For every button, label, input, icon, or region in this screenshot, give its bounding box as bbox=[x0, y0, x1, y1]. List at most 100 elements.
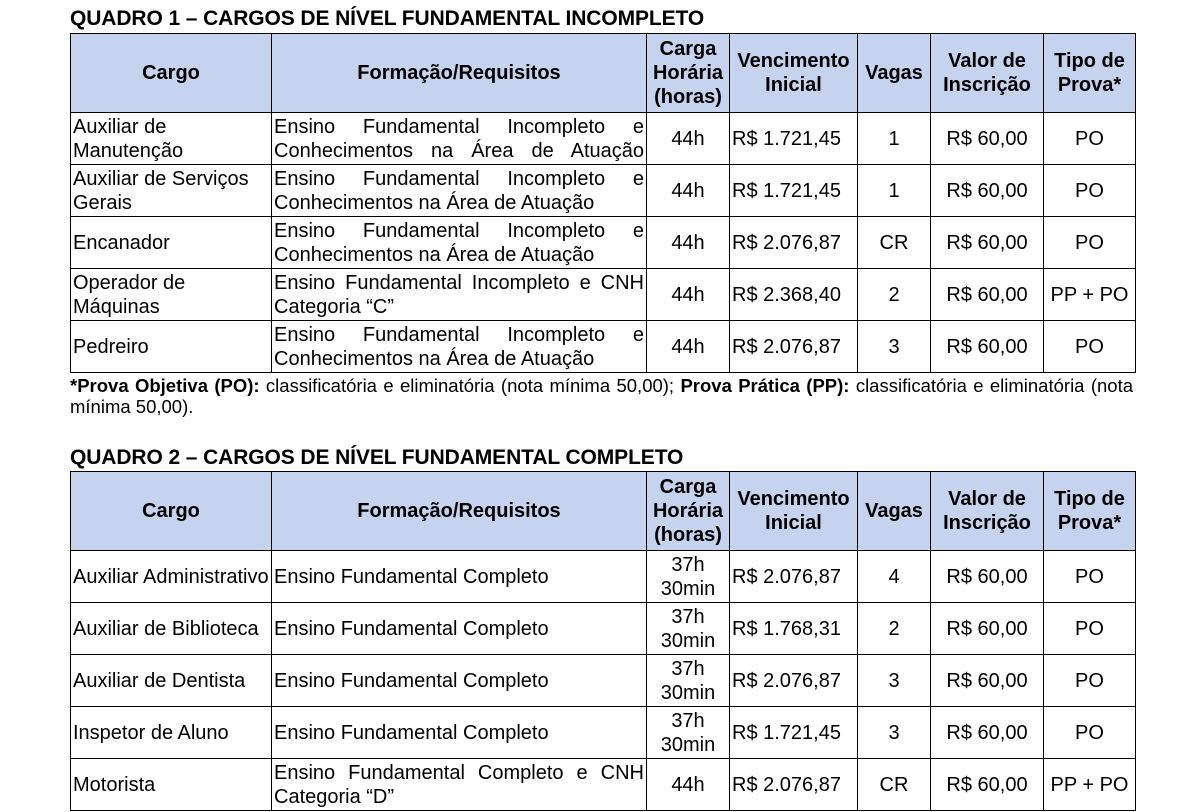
table-row: Auxiliar de Biblioteca Ensino Fundamenta… bbox=[70, 602, 1136, 655]
cell-formacao: Ensino Fundamental Completo bbox=[271, 706, 647, 759]
header-formacao: Formação/Requisitos bbox=[271, 33, 647, 113]
cell-inscricao: R$ 60,00 bbox=[930, 654, 1044, 707]
cell-vencimento: R$ 2.076,87 bbox=[729, 320, 858, 373]
cell-cargo: Pedreiro bbox=[70, 320, 272, 373]
header-inscricao: Valor de Inscrição bbox=[930, 33, 1044, 113]
table-row: Encanador Ensino Fundamental Incompleto … bbox=[70, 216, 1136, 269]
cell-cargo: Auxiliar de Serviços Gerais bbox=[70, 164, 272, 217]
cell-tipo: PP + PO bbox=[1043, 758, 1136, 811]
cell-formacao: Ensino Fundamental Completo bbox=[271, 550, 647, 603]
cell-inscricao: R$ 60,00 bbox=[930, 216, 1044, 269]
cell-carga: 44h bbox=[646, 268, 730, 321]
cell-formacao: Ensino Fundamental Completo bbox=[271, 602, 647, 655]
header-vencimento: Vencimento Inicial bbox=[729, 471, 858, 551]
cell-vagas: CR bbox=[857, 758, 931, 811]
cell-tipo: PO bbox=[1043, 602, 1136, 655]
quadro1-table: Cargo Formação/Requisitos Carga Horária … bbox=[70, 33, 1136, 373]
table-row: Pedreiro Ensino Fundamental Incompleto e… bbox=[70, 320, 1136, 373]
cell-vencimento: R$ 2.076,87 bbox=[729, 216, 858, 269]
table-row: Operador de Máquinas Ensino Fundamental … bbox=[70, 268, 1136, 321]
cell-vencimento: R$ 1.768,31 bbox=[729, 602, 858, 655]
cell-tipo: PO bbox=[1043, 706, 1136, 759]
footnote-po-label: *Prova Objetiva (PO): bbox=[70, 375, 260, 396]
table-row: Auxiliar de Dentista Ensino Fundamental … bbox=[70, 654, 1136, 707]
cell-carga: 44h bbox=[646, 216, 730, 269]
cell-vagas: CR bbox=[857, 216, 931, 269]
header-vagas: Vagas bbox=[857, 471, 931, 551]
cell-inscricao: R$ 60,00 bbox=[930, 320, 1044, 373]
table-header-row: Cargo Formação/Requisitos Carga Horária … bbox=[70, 33, 1136, 113]
header-cargo: Cargo bbox=[70, 33, 272, 113]
cell-vencimento: R$ 1.721,45 bbox=[729, 112, 858, 165]
cell-vencimento: R$ 2.076,87 bbox=[729, 654, 858, 707]
cell-tipo: PO bbox=[1043, 320, 1136, 373]
cell-formacao: Ensino Fundamental Completo e CNH Catego… bbox=[271, 758, 647, 811]
header-tipo: Tipo de Prova* bbox=[1043, 33, 1136, 113]
cell-vagas: 3 bbox=[857, 654, 931, 707]
cell-carga: 44h bbox=[646, 112, 730, 165]
cell-formacao: Ensino Fundamental Incompleto e CNH Cate… bbox=[271, 268, 647, 321]
table-row: Auxiliar de Manutenção Ensino Fundamenta… bbox=[70, 112, 1136, 165]
cell-cargo: Encanador bbox=[70, 216, 272, 269]
cell-cargo: Auxiliar de Manutenção bbox=[70, 112, 272, 165]
cell-vagas: 2 bbox=[857, 602, 931, 655]
cell-vagas: 3 bbox=[857, 706, 931, 759]
table-row: Motorista Ensino Fundamental Completo e … bbox=[70, 758, 1136, 811]
cell-inscricao: R$ 60,00 bbox=[930, 550, 1044, 603]
cell-vagas: 1 bbox=[857, 112, 931, 165]
table-row: Auxiliar de Serviços Gerais Ensino Funda… bbox=[70, 164, 1136, 217]
header-inscricao: Valor de Inscrição bbox=[930, 471, 1044, 551]
quadro2-table: Cargo Formação/Requisitos Carga Horária … bbox=[70, 471, 1136, 811]
cell-carga: 37h 30min bbox=[646, 602, 730, 655]
header-carga: Carga Horária (horas) bbox=[646, 33, 730, 113]
quadro2-title: QUADRO 2 – CARGOS DE NÍVEL FUNDAMENTAL C… bbox=[70, 446, 684, 469]
cell-vagas: 1 bbox=[857, 164, 931, 217]
cell-cargo: Auxiliar de Biblioteca bbox=[70, 602, 272, 655]
table-row: Inspetor de Aluno Ensino Fundamental Com… bbox=[70, 706, 1136, 759]
header-tipo: Tipo de Prova* bbox=[1043, 471, 1136, 551]
cell-inscricao: R$ 60,00 bbox=[930, 706, 1044, 759]
cell-vencimento: R$ 2.368,40 bbox=[729, 268, 858, 321]
cell-cargo: Inspetor de Aluno bbox=[70, 706, 272, 759]
cell-cargo: Motorista bbox=[70, 758, 272, 811]
cell-vencimento: R$ 2.076,87 bbox=[729, 758, 858, 811]
footnote-pp-text: classificatória e eliminatória (nota mín… bbox=[70, 375, 1133, 417]
cell-tipo: PO bbox=[1043, 654, 1136, 707]
cell-formacao: Ensino Fundamental Incompleto e Conhecim… bbox=[271, 320, 647, 373]
cell-carga: 44h bbox=[646, 164, 730, 217]
header-vencimento: Vencimento Inicial bbox=[729, 33, 858, 113]
cell-tipo: PO bbox=[1043, 112, 1136, 165]
cell-inscricao: R$ 60,00 bbox=[930, 758, 1044, 811]
cell-inscricao: R$ 60,00 bbox=[930, 112, 1044, 165]
cell-carga: 37h 30min bbox=[646, 706, 730, 759]
cell-carga: 44h bbox=[646, 320, 730, 373]
footnote-po-text: classificatória e eliminatória (nota mín… bbox=[259, 375, 681, 396]
cell-formacao: Ensino Fundamental Completo bbox=[271, 654, 647, 707]
cell-inscricao: R$ 60,00 bbox=[930, 268, 1044, 321]
cell-cargo: Operador de Máquinas bbox=[70, 268, 272, 321]
cell-tipo: PP + PO bbox=[1043, 268, 1136, 321]
cell-tipo: PO bbox=[1043, 164, 1136, 217]
quadro1-title: QUADRO 1 – CARGOS DE NÍVEL FUNDAMENTAL I… bbox=[70, 7, 705, 30]
cell-formacao: Ensino Fundamental Incompleto e Conhecim… bbox=[271, 216, 647, 269]
table-header-row: Cargo Formação/Requisitos Carga Horária … bbox=[70, 471, 1136, 551]
header-vagas: Vagas bbox=[857, 33, 931, 113]
cell-tipo: PO bbox=[1043, 216, 1136, 269]
cell-cargo: Auxiliar de Dentista bbox=[70, 654, 272, 707]
cell-vagas: 3 bbox=[857, 320, 931, 373]
cell-carga: 37h 30min bbox=[646, 654, 730, 707]
header-formacao: Formação/Requisitos bbox=[271, 471, 647, 551]
cell-formacao: Ensino Fundamental Incompleto e Conhecim… bbox=[271, 164, 647, 217]
header-carga: Carga Horária (horas) bbox=[646, 471, 730, 551]
header-cargo: Cargo bbox=[70, 471, 272, 551]
cell-formacao: Ensino Fundamental Incompleto e Conhecim… bbox=[271, 112, 647, 165]
cell-vencimento: R$ 1.721,45 bbox=[729, 164, 858, 217]
cell-carga: 37h 30min bbox=[646, 550, 730, 603]
cell-tipo: PO bbox=[1043, 550, 1136, 603]
prova-footnote: *Prova Objetiva (PO): classificatória e … bbox=[70, 375, 1133, 417]
cell-vencimento: R$ 1.721,45 bbox=[729, 706, 858, 759]
cell-inscricao: R$ 60,00 bbox=[930, 164, 1044, 217]
cell-vagas: 4 bbox=[857, 550, 931, 603]
footnote-pp-label: Prova Prática (PP): bbox=[680, 375, 850, 396]
